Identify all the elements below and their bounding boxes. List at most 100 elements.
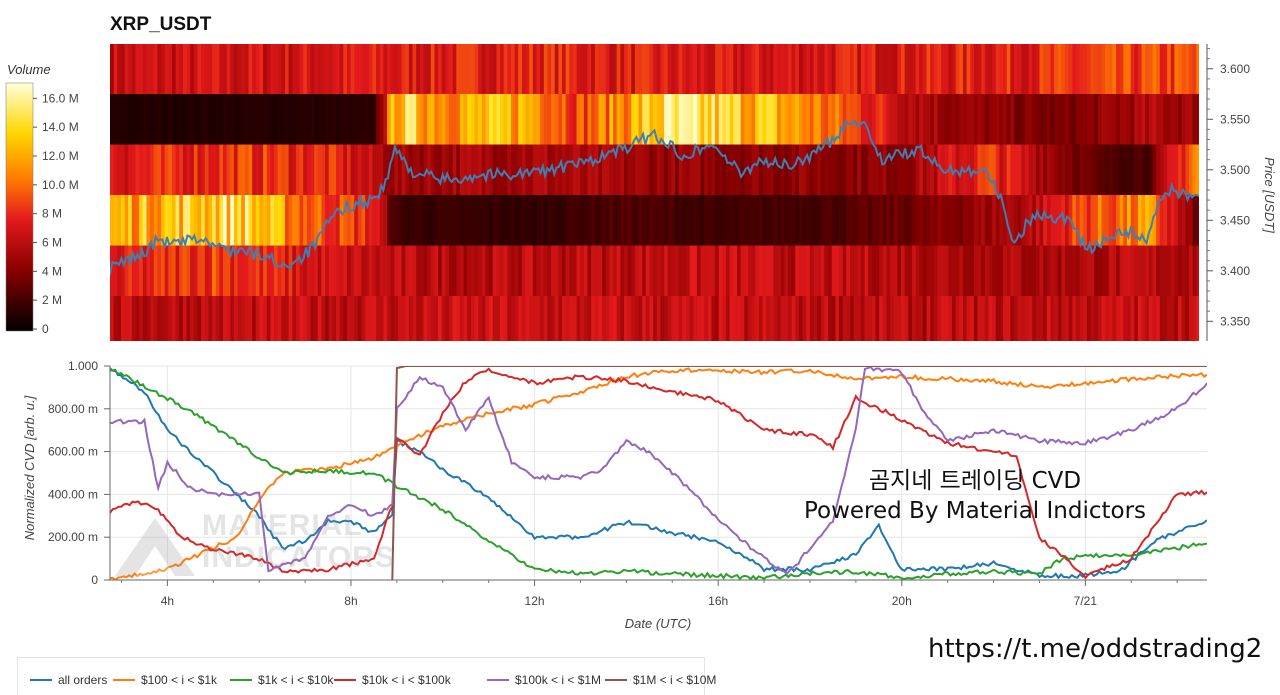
- heatmap-cell: [857, 195, 862, 247]
- heatmap-cell: [616, 296, 621, 341]
- heatmap-cell: [255, 245, 261, 297]
- heatmap-cell: [408, 245, 414, 297]
- heatmap-cell: [1152, 144, 1157, 196]
- heatmap-cell: [736, 195, 742, 247]
- heatmap-cell: [919, 144, 924, 196]
- legend-item[interactable]: $100k < i < $1M: [487, 673, 601, 687]
- heatmap-cell: [999, 144, 1004, 196]
- heatmap-cell: [175, 296, 180, 341]
- heatmap-cell: [580, 296, 585, 341]
- heatmap-cell: [733, 144, 738, 196]
- heatmap-cell: [729, 296, 734, 341]
- heatmap-cell: [879, 296, 884, 341]
- heatmap-cell: [259, 195, 264, 247]
- heatmap-cell: [1028, 296, 1033, 341]
- heatmap-cell: [1094, 245, 1099, 297]
- heatmap-cell: [510, 296, 516, 341]
- heatmap-cell: [853, 44, 858, 95]
- heatmap-cell: [962, 245, 968, 297]
- heatmap-cell: [1181, 296, 1186, 341]
- heatmap-cell: [1024, 144, 1030, 196]
- heatmap-cell: [226, 44, 231, 95]
- heatmap-cell: [521, 44, 527, 95]
- legend-item[interactable]: $1k < i < $10k: [230, 673, 333, 687]
- heatmap-cell: [747, 44, 753, 95]
- heatmap-cell: [543, 195, 549, 247]
- heatmap-cell: [120, 94, 126, 146]
- heatmap-cell: [372, 94, 377, 146]
- heatmap-cell: [973, 144, 979, 196]
- heatmap-cell: [587, 296, 592, 341]
- heatmap-cell: [656, 94, 662, 146]
- heatmap-cell: [594, 94, 600, 146]
- heatmap-cell: [474, 44, 479, 95]
- legend-item[interactable]: $10k < i < $100k: [334, 673, 451, 687]
- heatmap-cell: [726, 94, 731, 146]
- heatmap-cell: [1167, 44, 1172, 95]
- heatmap-cell: [467, 44, 472, 95]
- heatmap-cell: [1010, 94, 1015, 146]
- heatmap-cell: [999, 94, 1004, 146]
- heatmap-cell: [514, 94, 519, 146]
- heatmap-cell: [514, 144, 519, 196]
- heatmap-cell: [1039, 296, 1044, 341]
- heatmap-cell: [150, 44, 155, 95]
- heatmap-cell: [842, 44, 847, 95]
- heatmap-cell: [1170, 245, 1175, 297]
- heatmap-cell: [350, 94, 355, 146]
- heatmap-cell: [1054, 245, 1059, 297]
- heatmap-cell: [357, 94, 363, 146]
- heatmap-cell: [449, 245, 454, 297]
- legend-swatch: [230, 679, 252, 681]
- heatmap-cell: [722, 296, 727, 341]
- heatmap-cell: [532, 245, 538, 297]
- heatmap-cell: [777, 44, 782, 95]
- heatmap-cell: [758, 296, 764, 341]
- heatmap-cell: [1032, 44, 1037, 95]
- heatmap-cell: [594, 144, 600, 196]
- heatmap-cell: [321, 44, 326, 95]
- heatmap-cell: [1112, 144, 1117, 196]
- heatmap-cell: [890, 44, 895, 95]
- heatmap-cell: [788, 245, 793, 297]
- heatmap-cell: [241, 94, 246, 146]
- heatmap-cell: [219, 245, 224, 297]
- heatmap-cell: [930, 94, 935, 146]
- legend-item[interactable]: $1M < i < $10M: [605, 673, 716, 687]
- heatmap-cell: [303, 44, 308, 95]
- heatmap-cell: [190, 144, 195, 196]
- heatmap-cell: [817, 195, 822, 247]
- heatmap-cell: [835, 144, 840, 196]
- heatmap-cell: [1196, 296, 1199, 341]
- heatmap-cell: [1119, 195, 1124, 247]
- heatmap-cell: [171, 94, 177, 146]
- heatmap-cell: [161, 44, 166, 95]
- heatmap-cell: [893, 44, 898, 95]
- legend-item[interactable]: $100 < i < $1k: [113, 673, 217, 687]
- heatmap-cell: [995, 144, 1001, 196]
- heatmap-cell: [492, 44, 497, 95]
- heatmap-cell: [824, 245, 829, 297]
- heatmap-cell: [605, 94, 610, 146]
- heatmap-cell: [310, 195, 315, 247]
- heatmap-cell: [1141, 44, 1146, 95]
- heatmap-cell: [281, 296, 286, 341]
- heatmap-cell: [1043, 144, 1048, 196]
- heatmap-cell: [142, 144, 148, 196]
- heatmap-cell: [1035, 94, 1041, 146]
- heatmap-cell: [336, 144, 341, 196]
- heatmap-cell: [139, 144, 144, 196]
- heatmap-cell: [241, 296, 246, 341]
- heatmap-cell: [729, 44, 734, 95]
- heatmap-cell: [525, 44, 530, 95]
- heatmap-cell: [1152, 44, 1157, 95]
- heatmap-cell: [1167, 245, 1172, 297]
- heatmap-cell: [1192, 144, 1197, 196]
- legend-item[interactable]: all orders: [30, 673, 107, 687]
- heatmap-cell: [339, 44, 344, 95]
- heatmap-cell: [1039, 245, 1044, 297]
- heatmap-cell: [1105, 245, 1110, 297]
- heatmap-cell: [715, 296, 720, 341]
- heatmap-cell: [773, 195, 778, 247]
- heatmap-cell: [627, 195, 632, 247]
